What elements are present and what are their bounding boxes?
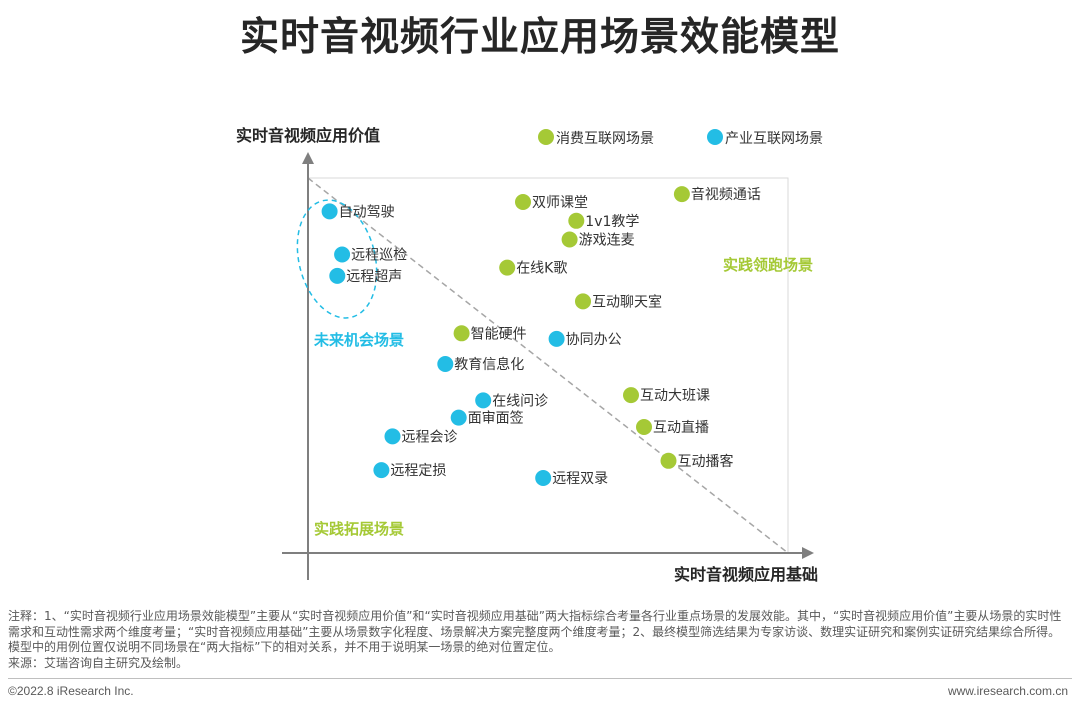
- data-point-marker: [499, 259, 516, 276]
- data-point-label: 在线问诊: [492, 393, 548, 409]
- data-point-label: 双师课堂: [532, 195, 588, 211]
- data-point-marker: [453, 325, 470, 342]
- data-point-marker: [334, 246, 351, 263]
- data-point-marker: [660, 452, 677, 469]
- data-point-marker: [568, 212, 585, 229]
- data-point-label: 1v1教学: [585, 214, 639, 230]
- data-point-label: 智能硬件: [471, 326, 527, 342]
- data-point-label: 互动播客: [678, 453, 734, 470]
- footer-divider: [8, 678, 1072, 679]
- quadrant-label-expansion: 实践拓展场景: [314, 520, 404, 538]
- legend-industrial-label: 产业互联网场景: [725, 131, 823, 147]
- page-title: 实时音视频行业应用场景效能模型: [239, 15, 840, 60]
- data-point-label: 教育信息化: [454, 356, 524, 373]
- data-point-marker: [384, 428, 401, 445]
- y-axis-label: 实时音视频应用价值: [236, 126, 380, 145]
- website-url: www.iresearch.com.cn: [947, 684, 1068, 698]
- data-point-marker: [329, 267, 346, 284]
- data-point-label: 自动驾驶: [339, 204, 395, 220]
- data-point-marker: [548, 330, 565, 347]
- data-point-marker: [535, 470, 552, 486]
- data-point-marker: [437, 356, 454, 372]
- future-opportunity-highlight: [296, 199, 378, 319]
- source-text: 来源：艾瑞咨询自主研究及绘制。: [8, 655, 189, 670]
- x-axis-arrow: [802, 547, 814, 559]
- data-point-marker: [515, 194, 531, 210]
- data-point-label: 远程定损: [390, 463, 446, 479]
- data-point-label: 互动聊天室: [592, 293, 662, 310]
- data-point-label: 协同办公: [566, 332, 622, 348]
- data-point-marker: [673, 186, 690, 203]
- data-point-label: 远程巡检: [351, 248, 407, 264]
- data-point-label: 互动直播: [653, 419, 709, 436]
- data-point-marker: [321, 203, 338, 220]
- data-point-label: 面审面签: [468, 410, 524, 427]
- data-point-label: 游戏连麦: [579, 233, 635, 249]
- data-point-label: 音视频通话: [691, 186, 761, 203]
- quadrant-label-leading: 实践领跑场景: [723, 256, 813, 274]
- y-axis-arrow: [302, 152, 314, 164]
- legend-consumer-label: 消费互联网场景: [556, 131, 654, 147]
- data-point-label: 远程会诊: [402, 429, 458, 445]
- data-point-marker: [623, 387, 639, 404]
- diagonal-divider: [307, 177, 789, 554]
- scatter-chart: 实时音视频应用价值 实时音视频应用基础 消费互联网场景 产业互联网场景 实践领跑…: [236, 126, 823, 584]
- data-point-label: 在线K歌: [516, 261, 567, 277]
- data-point-marker: [575, 293, 591, 310]
- data-point-label: 互动大班课: [640, 388, 710, 404]
- data-point-marker: [636, 419, 652, 435]
- data-point-marker: [373, 462, 390, 479]
- footnote: 注释：1、“实时音视频行业应用场景效能模型”主要从“实时音视频应用价值”和“实时…: [8, 609, 1072, 671]
- data-point-label: 远程超声: [346, 269, 402, 285]
- data-point-marker: [561, 231, 578, 248]
- legend-industrial-marker: [707, 129, 723, 145]
- x-axis-label: 实时音视频应用基础: [674, 565, 818, 584]
- data-point-label: 远程双录: [552, 471, 608, 487]
- footnote-text: 注释：1、“实时音视频行业应用场景效能模型”主要从“实时音视频应用价值”和“实时…: [8, 609, 1062, 654]
- data-point-marker: [450, 409, 467, 426]
- copyright: ©2022.8 iResearch Inc.: [8, 684, 134, 698]
- quadrant-label-future: 未来机会场景: [313, 331, 404, 349]
- data-point-marker: [475, 392, 492, 409]
- legend-consumer-marker: [538, 129, 554, 145]
